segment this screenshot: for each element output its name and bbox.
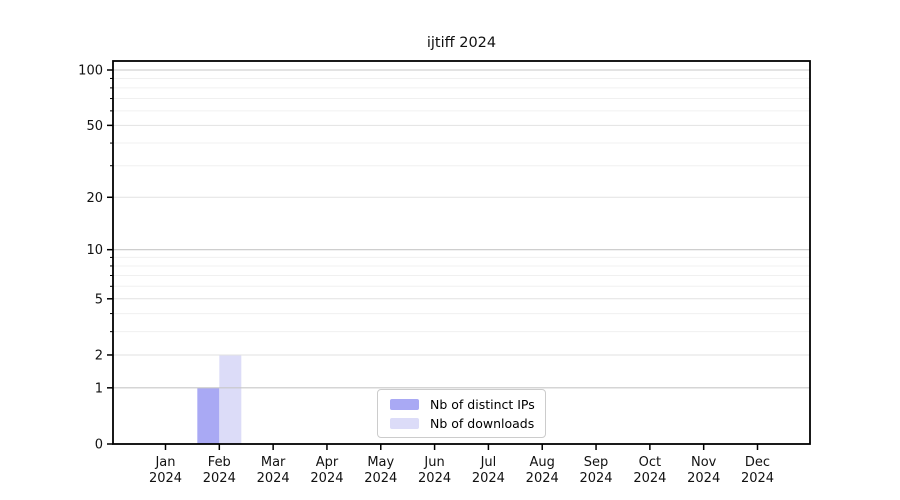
y-tick-label: 1 — [95, 381, 103, 396]
x-tick-year: 2024 — [310, 471, 343, 486]
x-tick-month: Oct — [639, 455, 661, 470]
bar-feb-2024 — [219, 354, 242, 444]
x-tick-year: 2024 — [526, 471, 559, 486]
x-tick-year: 2024 — [257, 471, 290, 486]
x-tick-year: 2024 — [687, 471, 720, 486]
legend-label-distinct-ips: Nb of distinct IPs — [430, 396, 535, 412]
y-tick-label: 10 — [86, 243, 103, 258]
legend-item-downloads: Nb of downloads — [386, 415, 537, 431]
x-tick-month: Aug — [530, 455, 555, 470]
x-tick-year: 2024 — [741, 471, 774, 486]
x-tick-month: Mar — [261, 455, 286, 470]
x-tick-month: Feb — [208, 455, 231, 470]
y-tick-label: 50 — [86, 119, 103, 134]
x-tick-year: 2024 — [579, 471, 612, 486]
bar-feb-2024 — [197, 387, 220, 444]
x-tick-year: 2024 — [149, 471, 182, 486]
y-tick-label: 5 — [95, 292, 103, 307]
x-tick-month: Sep — [584, 455, 609, 470]
y-tick-label: 0 — [95, 438, 103, 453]
legend-swatch-distinct-ips — [390, 398, 419, 410]
chart-title: ijtiff 2024 — [426, 35, 497, 51]
legend-swatch-downloads — [390, 417, 419, 429]
x-tick-month: Jan — [154, 455, 175, 470]
y-tick-label: 100 — [78, 64, 103, 79]
y-axis: 0 1 2 5 10 20 50 100 — [78, 64, 113, 453]
x-tick-month: Apr — [316, 455, 339, 470]
x-tick-year: 2024 — [203, 471, 236, 486]
bars — [197, 354, 242, 444]
y-tick-label: 2 — [95, 348, 103, 363]
x-tick-year: 2024 — [364, 471, 397, 486]
y-tick-label: 20 — [86, 191, 103, 206]
x-tick-year: 2024 — [633, 471, 666, 486]
x-tick-month: Nov — [691, 455, 717, 470]
legend-item-distinct-ips: Nb of distinct IPs — [386, 396, 537, 412]
x-tick-month: Jun — [423, 455, 444, 470]
plot-border — [112, 60, 811, 445]
x-tick-month: Dec — [745, 455, 770, 470]
x-tick-month: Jul — [480, 455, 497, 470]
x-tick-month: May — [367, 455, 394, 470]
x-tick-year: 2024 — [418, 471, 451, 486]
x-tick-year: 2024 — [472, 471, 505, 486]
legend: Nb of distinct IPs Nb of downloads — [377, 389, 546, 438]
x-axis: Jan2024Feb2024Mar2024Apr2024May2024Jun20… — [149, 444, 774, 486]
legend-label-downloads: Nb of downloads — [430, 415, 535, 431]
gridlines — [113, 69, 810, 389]
